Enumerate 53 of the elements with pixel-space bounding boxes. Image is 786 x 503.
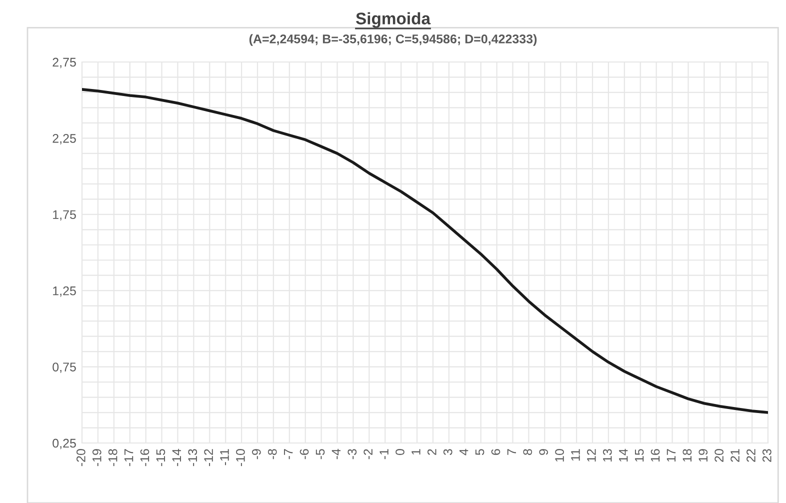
chart-title: Sigmoida xyxy=(356,12,431,28)
x-tick-label: -8 xyxy=(268,449,277,460)
x-tick-label: -10 xyxy=(236,449,245,466)
x-tick-label: 21 xyxy=(730,449,740,462)
x-tick-label: 10 xyxy=(555,449,564,462)
x-tick-label: -2 xyxy=(364,449,372,460)
x-tick-label: -14 xyxy=(172,448,181,466)
y-tick-label: 2,25 xyxy=(52,134,76,144)
y-tick-label: 2,75 xyxy=(52,58,76,68)
x-tick-label: -9 xyxy=(252,449,261,460)
x-tick-label: -17 xyxy=(124,449,134,466)
x-tick-label: -16 xyxy=(140,449,150,466)
x-tick-label: 3 xyxy=(443,449,452,456)
y-tick-label: 0,75 xyxy=(52,362,76,373)
x-tick-label: 20 xyxy=(714,449,724,462)
x-tick-label: -18 xyxy=(108,449,118,466)
x-tick-label: -7 xyxy=(284,449,293,460)
x-tick-label: 7 xyxy=(507,449,516,455)
x-tick-label: 14 xyxy=(619,448,628,462)
x-tick-label: 8 xyxy=(523,449,532,455)
x-tick-label: -6 xyxy=(300,449,309,460)
x-tick-label: -3 xyxy=(348,449,357,460)
x-tick-label: 12 xyxy=(587,449,596,462)
x-tick-label: 11 xyxy=(571,449,580,461)
x-tick-label: 23 xyxy=(762,449,772,462)
y-tick-label: 1,75 xyxy=(53,210,76,221)
x-tick-label: -5 xyxy=(316,449,325,460)
x-tick-label: -12 xyxy=(204,449,213,466)
x-tick-label: -4 xyxy=(332,448,340,460)
x-tick-label: 2 xyxy=(427,449,436,455)
chart-subtitle: (A=2,24594; B=-35,6196; C=5,94586; D=0,422333) xyxy=(249,34,537,46)
x-tick-label: -13 xyxy=(188,449,198,466)
x-tick-label: 19 xyxy=(698,449,708,462)
y-tick-label: 1,25 xyxy=(53,286,76,297)
x-tick-label: 4 xyxy=(460,448,468,456)
y-tick-label: 0,25 xyxy=(52,438,76,450)
x-tick-label: 5 xyxy=(475,449,484,456)
x-tick-label: 16 xyxy=(650,449,660,462)
x-tick-label: 0 xyxy=(396,449,404,456)
x-tick-label: 9 xyxy=(539,449,548,455)
x-tick-label: 13 xyxy=(602,449,612,462)
line-series xyxy=(82,88,768,414)
x-tick-label: 18 xyxy=(682,449,692,462)
x-tick-label: -19 xyxy=(92,449,102,466)
x-tick-label: 1 xyxy=(412,449,420,455)
x-tick-label: -20 xyxy=(76,449,86,466)
x-tick-label: 17 xyxy=(666,449,676,462)
x-tick-label: 15 xyxy=(635,449,644,462)
x-tick-label: 22 xyxy=(746,449,756,462)
x-tick-label: -15 xyxy=(156,449,166,466)
x-tick-label: 6 xyxy=(491,449,500,455)
x-tick-label: -1 xyxy=(380,449,388,460)
x-tick-label: -11 xyxy=(220,449,229,466)
